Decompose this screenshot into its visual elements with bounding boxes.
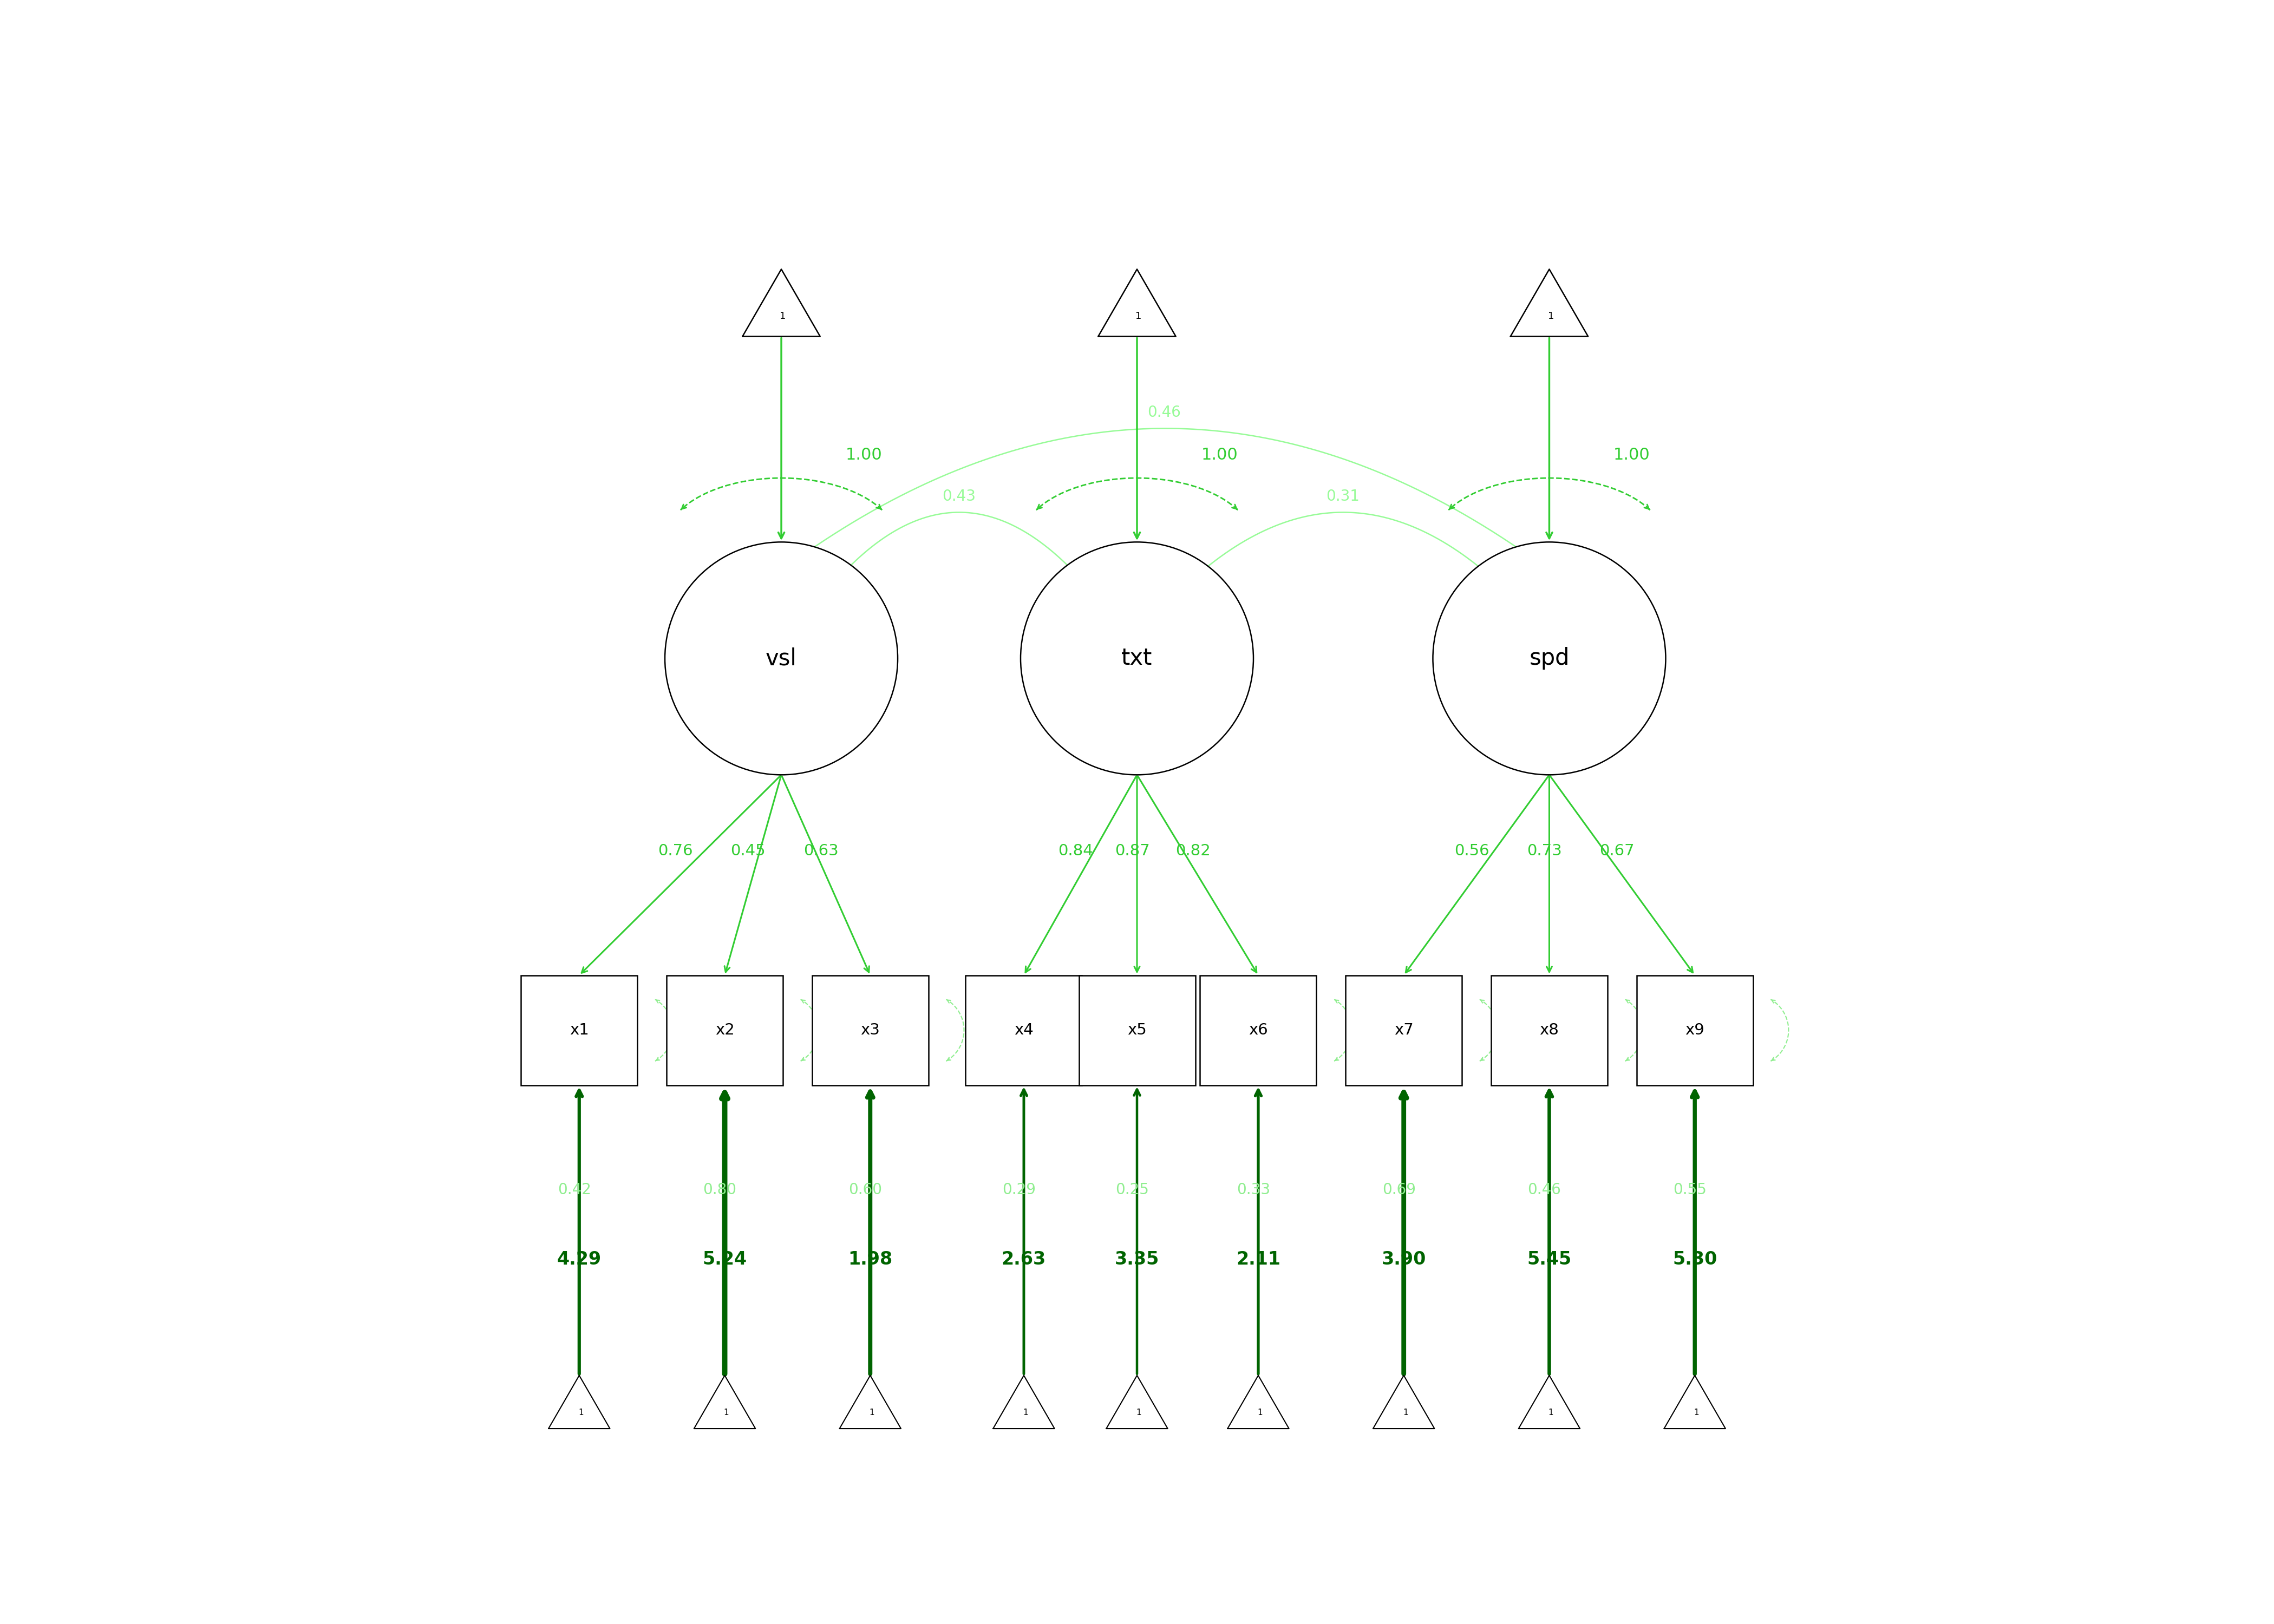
Text: 2.63: 2.63	[1001, 1250, 1046, 1268]
Text: 1: 1	[1023, 1408, 1028, 1416]
FancyBboxPatch shape	[1492, 976, 1608, 1085]
Text: x4: x4	[1014, 1023, 1032, 1038]
Text: 0.69: 0.69	[1383, 1182, 1417, 1197]
FancyBboxPatch shape	[1201, 976, 1317, 1085]
Text: 5.30: 5.30	[1671, 1250, 1717, 1268]
Text: 4.29: 4.29	[557, 1250, 600, 1268]
Text: vsl: vsl	[766, 646, 796, 669]
FancyBboxPatch shape	[966, 976, 1082, 1085]
Text: 0.76: 0.76	[657, 843, 694, 859]
Text: 0.56: 0.56	[1453, 843, 1489, 859]
Text: 3.35: 3.35	[1114, 1250, 1160, 1268]
Text: 1.00: 1.00	[846, 447, 882, 463]
FancyBboxPatch shape	[1637, 976, 1753, 1085]
Text: 1.98: 1.98	[848, 1250, 891, 1268]
Text: 1.00: 1.00	[1201, 447, 1237, 463]
Text: 0.87: 0.87	[1114, 843, 1151, 859]
Text: 0.46: 0.46	[1148, 404, 1180, 421]
Text: 1: 1	[1258, 1408, 1262, 1416]
Text: 1: 1	[1549, 1408, 1553, 1416]
FancyBboxPatch shape	[666, 976, 782, 1085]
Text: x9: x9	[1685, 1023, 1706, 1038]
Text: 1.00: 1.00	[1612, 447, 1651, 463]
Text: spd: spd	[1528, 646, 1569, 669]
Text: 0.82: 0.82	[1176, 843, 1210, 859]
Text: 0.45: 0.45	[730, 843, 766, 859]
Text: 0.29: 0.29	[1003, 1182, 1035, 1197]
Text: 0.31: 0.31	[1326, 489, 1360, 503]
FancyBboxPatch shape	[1078, 976, 1196, 1085]
Text: x6: x6	[1248, 1023, 1269, 1038]
Text: 3.90: 3.90	[1383, 1250, 1426, 1268]
Text: 1: 1	[1403, 1408, 1408, 1416]
Text: 0.60: 0.60	[848, 1182, 882, 1197]
Text: 5.24: 5.24	[703, 1250, 746, 1268]
Text: 1: 1	[723, 1408, 730, 1416]
Text: 0.67: 0.67	[1599, 843, 1635, 859]
Text: x5: x5	[1128, 1023, 1146, 1038]
Text: 1: 1	[1137, 1408, 1142, 1416]
Text: 0.33: 0.33	[1237, 1182, 1271, 1197]
Text: 0.43: 0.43	[941, 489, 976, 503]
Circle shape	[664, 542, 898, 775]
Text: 5.45: 5.45	[1528, 1250, 1571, 1268]
Text: 0.84: 0.84	[1057, 843, 1094, 859]
Text: x1: x1	[568, 1023, 589, 1038]
Text: x7: x7	[1394, 1023, 1414, 1038]
Text: 1: 1	[1694, 1408, 1699, 1416]
Text: x8: x8	[1539, 1023, 1560, 1038]
FancyBboxPatch shape	[812, 976, 928, 1085]
Circle shape	[1021, 542, 1253, 775]
FancyBboxPatch shape	[521, 976, 637, 1085]
Text: 1: 1	[869, 1408, 875, 1416]
Text: 0.80: 0.80	[703, 1182, 737, 1197]
Text: 2.11: 2.11	[1237, 1250, 1280, 1268]
Text: 1: 1	[780, 312, 787, 322]
Text: 0.25: 0.25	[1117, 1182, 1148, 1197]
Text: txt: txt	[1121, 646, 1153, 669]
Text: x3: x3	[860, 1023, 880, 1038]
Text: 0.55: 0.55	[1674, 1182, 1708, 1197]
Text: 0.42: 0.42	[557, 1182, 591, 1197]
Text: 0.63: 0.63	[803, 843, 839, 859]
Text: 1: 1	[1135, 312, 1142, 322]
Circle shape	[1433, 542, 1665, 775]
Text: 1: 1	[1549, 312, 1553, 322]
Text: x2: x2	[714, 1023, 735, 1038]
Text: 0.46: 0.46	[1528, 1182, 1562, 1197]
Text: 0.73: 0.73	[1526, 843, 1562, 859]
FancyBboxPatch shape	[1346, 976, 1462, 1085]
Text: 1: 1	[578, 1408, 584, 1416]
